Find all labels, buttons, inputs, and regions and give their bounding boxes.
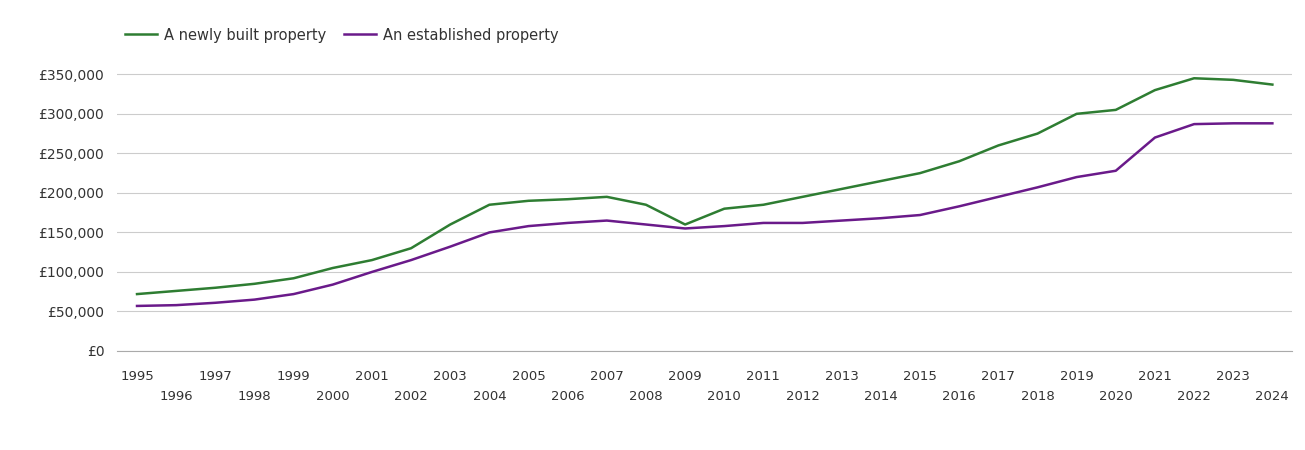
An established property [247,297,262,302]
An established property [1030,184,1045,190]
An established property [364,269,380,274]
An established property [1186,122,1202,127]
A newly built property [990,143,1006,148]
A newly built property [129,292,145,297]
Text: 2003: 2003 [433,370,467,383]
An established property [912,212,928,218]
An established property [990,194,1006,199]
Text: 2011: 2011 [746,370,780,383]
An established property [403,257,419,263]
A newly built property [247,281,262,287]
An established property [1108,168,1124,173]
A newly built property [207,285,223,290]
A newly built property [168,288,184,293]
A newly built property [325,266,341,271]
An established property [1147,135,1163,140]
An established property [795,220,810,225]
An established property [951,204,967,209]
Text: 2002: 2002 [394,390,428,403]
Text: 2017: 2017 [981,370,1015,383]
Text: 2010: 2010 [707,390,741,403]
A newly built property [1030,131,1045,136]
A newly built property [1147,87,1163,93]
Text: 2009: 2009 [668,370,702,383]
A newly built property [599,194,615,199]
An established property [560,220,576,225]
Text: 1997: 1997 [198,370,232,383]
A newly built property [403,246,419,251]
An established property [442,244,458,249]
Text: 1999: 1999 [277,370,311,383]
An established property [168,302,184,308]
Text: 2004: 2004 [472,390,506,403]
An established property [325,282,341,287]
Text: 2018: 2018 [1021,390,1054,403]
An established property [521,223,536,229]
Text: 2024: 2024 [1255,390,1289,403]
An established property [286,292,301,297]
A newly built property [1069,111,1084,117]
An established property [677,226,693,231]
An established property [638,222,654,227]
An established property [1265,121,1280,126]
A newly built property [638,202,654,207]
A newly built property [1225,77,1241,82]
Text: 2022: 2022 [1177,390,1211,403]
Text: 2006: 2006 [551,390,585,403]
Text: 2008: 2008 [629,390,663,403]
An established property [599,218,615,223]
An established property [129,303,145,309]
A newly built property [560,197,576,202]
Text: 2019: 2019 [1060,370,1094,383]
Text: 2007: 2007 [590,370,624,383]
A newly built property [1265,82,1280,87]
A newly built property [795,194,810,199]
Text: 2001: 2001 [355,370,389,383]
Text: 1995: 1995 [120,370,154,383]
Text: 2015: 2015 [903,370,937,383]
A newly built property [1186,76,1202,81]
An established property [1069,175,1084,180]
Line: An established property: An established property [137,123,1272,306]
Legend: A newly built property, An established property: A newly built property, An established p… [125,28,559,43]
Text: 2012: 2012 [786,390,820,403]
An established property [207,300,223,306]
Text: 1996: 1996 [159,390,193,403]
A newly built property [364,257,380,263]
Text: 2013: 2013 [825,370,859,383]
A newly built property [873,178,889,184]
A newly built property [912,171,928,176]
A newly built property [951,158,967,164]
An established property [1225,121,1241,126]
Text: 2000: 2000 [316,390,350,403]
Text: 2014: 2014 [864,390,898,403]
Text: 2021: 2021 [1138,370,1172,383]
A newly built property [482,202,497,207]
Text: 2023: 2023 [1216,370,1250,383]
Text: 2016: 2016 [942,390,976,403]
A newly built property [756,202,771,207]
Text: 2005: 2005 [512,370,545,383]
A newly built property [442,222,458,227]
A newly built property [834,186,850,192]
A newly built property [716,206,732,211]
A newly built property [521,198,536,203]
An established property [482,230,497,235]
A newly built property [677,222,693,227]
Line: A newly built property: A newly built property [137,78,1272,294]
An established property [873,216,889,221]
An established property [834,218,850,223]
Text: 2020: 2020 [1099,390,1133,403]
A newly built property [1108,107,1124,112]
A newly built property [286,275,301,281]
An established property [756,220,771,225]
Text: 1998: 1998 [238,390,271,403]
An established property [716,223,732,229]
